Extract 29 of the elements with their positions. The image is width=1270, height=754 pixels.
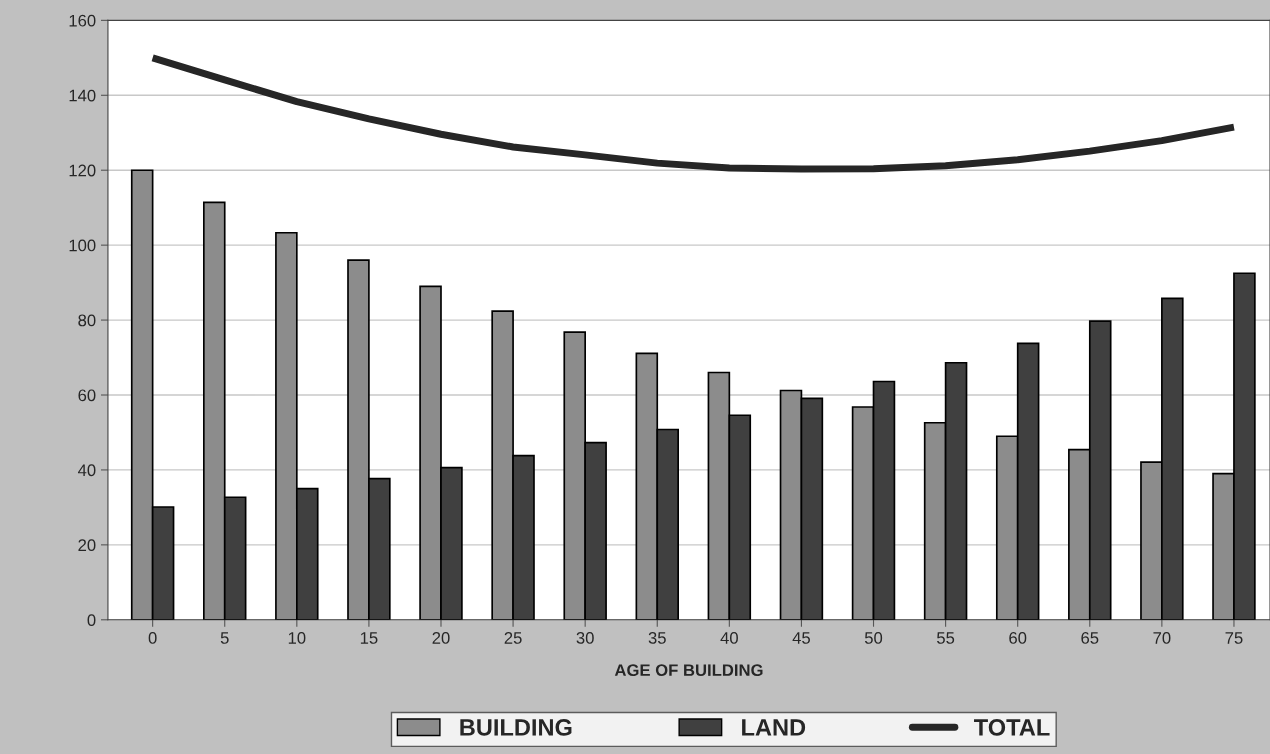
x-tick-label: 55 — [937, 632, 955, 644]
y-tick-label: 100 — [69, 239, 96, 252]
x-tick-label: 10 — [288, 632, 306, 644]
legend-label: BUILDING — [460, 719, 572, 736]
y-tick-label: 40 — [77, 464, 96, 477]
x-tick-label: 40 — [720, 632, 738, 644]
x-tick-label: 30 — [576, 632, 594, 644]
x-tick-label: 5 — [220, 632, 229, 644]
y-tick-label: 60 — [78, 389, 96, 402]
y-tick-label: 160 — [69, 14, 96, 27]
x-tick-label: 25 — [504, 632, 522, 644]
x-axis-title: AGE OF BUILDING — [614, 664, 763, 677]
y-tick-label: 120 — [69, 164, 96, 177]
x-tick-label: 45 — [792, 632, 810, 644]
x-tick-label: 65 — [1081, 632, 1099, 644]
x-tick-label: 60 — [1009, 632, 1027, 644]
y-tick-label: 20 — [78, 539, 96, 552]
y-tick-label: 0 — [87, 614, 96, 626]
y-tick-label: 140 — [69, 89, 96, 102]
x-tick-label: 35 — [648, 632, 666, 644]
x-tick-label: 70 — [1153, 632, 1171, 644]
x-tick-label: 75 — [1225, 632, 1243, 644]
legend-label: LAND — [742, 719, 806, 736]
x-tick-label: 0 — [148, 632, 157, 644]
x-tick-label: 50 — [864, 632, 883, 644]
x-tick-label: 15 — [360, 632, 378, 644]
y-tick-label: 80 — [78, 314, 96, 327]
legend-label: TOTAL — [974, 719, 1050, 736]
x-tick-label: 20 — [432, 632, 450, 644]
